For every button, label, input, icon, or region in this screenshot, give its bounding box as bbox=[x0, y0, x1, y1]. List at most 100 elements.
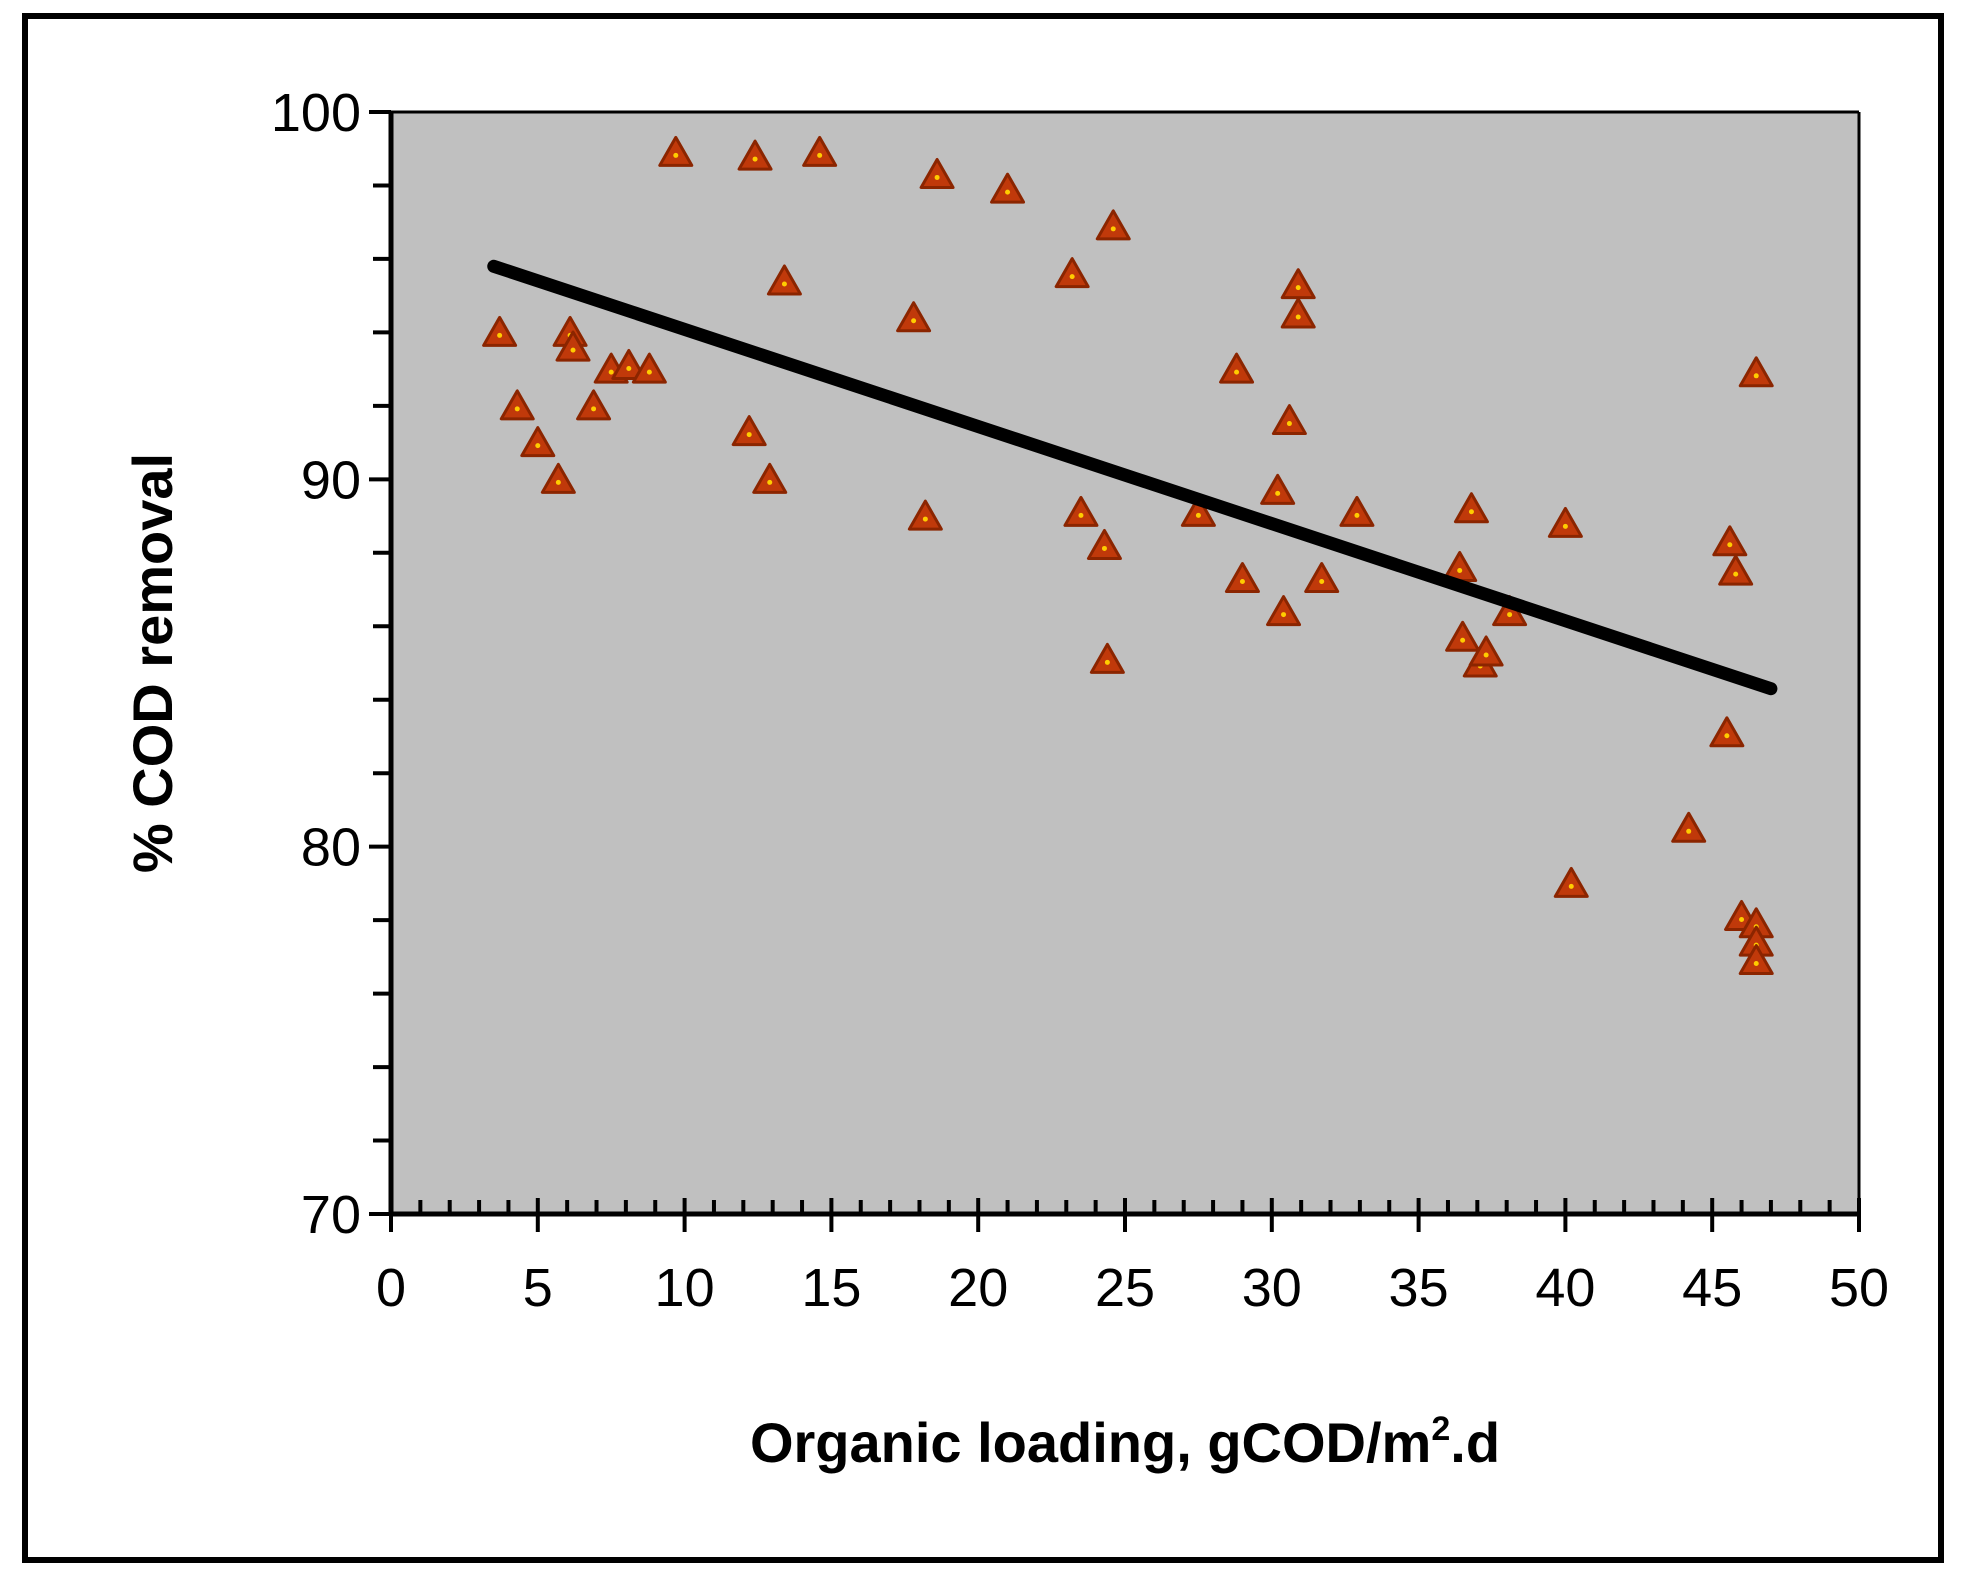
data-point bbox=[1180, 495, 1216, 527]
data-point-marker bbox=[1180, 495, 1216, 527]
data-point-marker bbox=[1086, 528, 1122, 560]
data-point-marker bbox=[896, 301, 932, 333]
data-point-dot bbox=[1727, 542, 1733, 548]
data-point-dot bbox=[1733, 571, 1739, 577]
plot-area bbox=[391, 112, 1859, 1214]
x-tick-labels: 0 5 10 15 20 25 30 35 40 45 50 bbox=[376, 1258, 1889, 1318]
data-point-marker bbox=[1453, 492, 1489, 524]
data-point-dot bbox=[514, 406, 520, 412]
x-tick-label: 35 bbox=[1389, 1258, 1449, 1318]
data-point bbox=[1445, 620, 1481, 652]
data-point-dot bbox=[1295, 285, 1301, 291]
data-point bbox=[499, 389, 535, 421]
x-tick-label: 30 bbox=[1242, 1258, 1302, 1318]
data-point-marker bbox=[1445, 620, 1481, 652]
data-point-marker bbox=[731, 415, 767, 447]
y-tick-label: 70 bbox=[301, 1185, 361, 1245]
data-point-dot bbox=[1568, 883, 1574, 889]
data-point-dot bbox=[1457, 567, 1463, 573]
data-point-dot bbox=[673, 152, 679, 158]
data-point-dot bbox=[1468, 509, 1474, 515]
data-point-dot bbox=[1295, 314, 1301, 320]
x-tick-label: 5 bbox=[523, 1258, 553, 1318]
data-point-marker bbox=[752, 462, 788, 494]
data-point-dot bbox=[1275, 490, 1281, 496]
data-point bbox=[1280, 297, 1316, 329]
data-point-dot bbox=[1195, 512, 1201, 518]
data-point bbox=[1095, 209, 1131, 241]
x-tick-label: 50 bbox=[1829, 1258, 1889, 1318]
data-point-marker bbox=[540, 462, 576, 494]
data-point-dot bbox=[1354, 512, 1360, 518]
data-point-dot bbox=[1104, 659, 1110, 665]
data-point-dot bbox=[1507, 612, 1513, 618]
x-tick-label: 0 bbox=[376, 1258, 406, 1318]
data-point bbox=[1054, 257, 1090, 289]
data-point-marker bbox=[1063, 495, 1099, 527]
x-axis-title: Organic loading, gCOD/m2.d bbox=[750, 1410, 1500, 1474]
data-point-marker bbox=[1260, 473, 1296, 505]
x-axis-title-superscript: 2 bbox=[1431, 1410, 1450, 1448]
data-point-dot bbox=[1319, 579, 1325, 585]
data-point-marker bbox=[1266, 595, 1302, 627]
data-point bbox=[1086, 528, 1122, 560]
data-point-marker bbox=[737, 139, 773, 171]
data-point-marker bbox=[802, 135, 838, 167]
data-point bbox=[1547, 506, 1583, 538]
data-point-marker bbox=[1712, 525, 1748, 557]
x-tick-label: 15 bbox=[801, 1258, 861, 1318]
data-point-dot bbox=[1101, 545, 1107, 551]
data-point-marker bbox=[766, 264, 802, 296]
data-point-dot bbox=[911, 318, 917, 324]
data-point-marker bbox=[1054, 257, 1090, 289]
data-point-dot bbox=[608, 369, 614, 375]
data-points bbox=[482, 135, 1774, 976]
data-point bbox=[737, 139, 773, 171]
data-point-marker bbox=[1671, 811, 1707, 843]
data-point-dot bbox=[1753, 373, 1759, 379]
y-axis-title: % COD removal bbox=[121, 453, 184, 873]
x-tick-label: 10 bbox=[655, 1258, 715, 1318]
data-point bbox=[731, 415, 767, 447]
data-point-marker bbox=[1219, 352, 1255, 384]
x-axis-title-suffix: .d bbox=[1450, 1411, 1500, 1474]
data-point-dot bbox=[1483, 652, 1489, 658]
data-point-marker bbox=[482, 315, 518, 347]
data-point-dot bbox=[1110, 226, 1116, 232]
data-point bbox=[896, 301, 932, 333]
data-point bbox=[1553, 866, 1589, 898]
x-tick-label: 45 bbox=[1682, 1258, 1742, 1318]
data-point-marker bbox=[658, 135, 694, 167]
data-point bbox=[1671, 811, 1707, 843]
data-point bbox=[1089, 642, 1125, 674]
data-point bbox=[1468, 635, 1504, 667]
x-axis-title-main: Organic loading, gCOD/m bbox=[750, 1411, 1431, 1474]
data-point bbox=[658, 135, 694, 167]
data-point bbox=[766, 264, 802, 296]
data-point-dot bbox=[1005, 189, 1011, 195]
data-point-marker bbox=[1339, 495, 1375, 527]
data-point bbox=[482, 315, 518, 347]
data-point-marker bbox=[919, 157, 955, 189]
data-point-marker bbox=[1718, 554, 1754, 586]
data-point-dot bbox=[746, 432, 752, 438]
data-point bbox=[576, 389, 612, 421]
data-point-dot bbox=[752, 156, 758, 162]
data-point-marker bbox=[1468, 635, 1504, 667]
data-point-dot bbox=[767, 479, 773, 485]
data-point-dot bbox=[1239, 579, 1245, 585]
data-point-marker bbox=[1224, 562, 1260, 594]
data-point-dot bbox=[1069, 274, 1075, 280]
data-point bbox=[1339, 495, 1375, 527]
data-point-marker bbox=[1709, 716, 1745, 748]
trendline bbox=[487, 259, 1778, 696]
data-point bbox=[1063, 495, 1099, 527]
data-point-dot bbox=[1739, 916, 1745, 922]
data-point-dot bbox=[1753, 961, 1759, 967]
data-point-marker bbox=[611, 348, 647, 380]
data-point bbox=[1266, 595, 1302, 627]
data-point bbox=[1738, 944, 1774, 976]
data-point-marker bbox=[520, 426, 556, 458]
data-point-marker bbox=[555, 330, 591, 362]
